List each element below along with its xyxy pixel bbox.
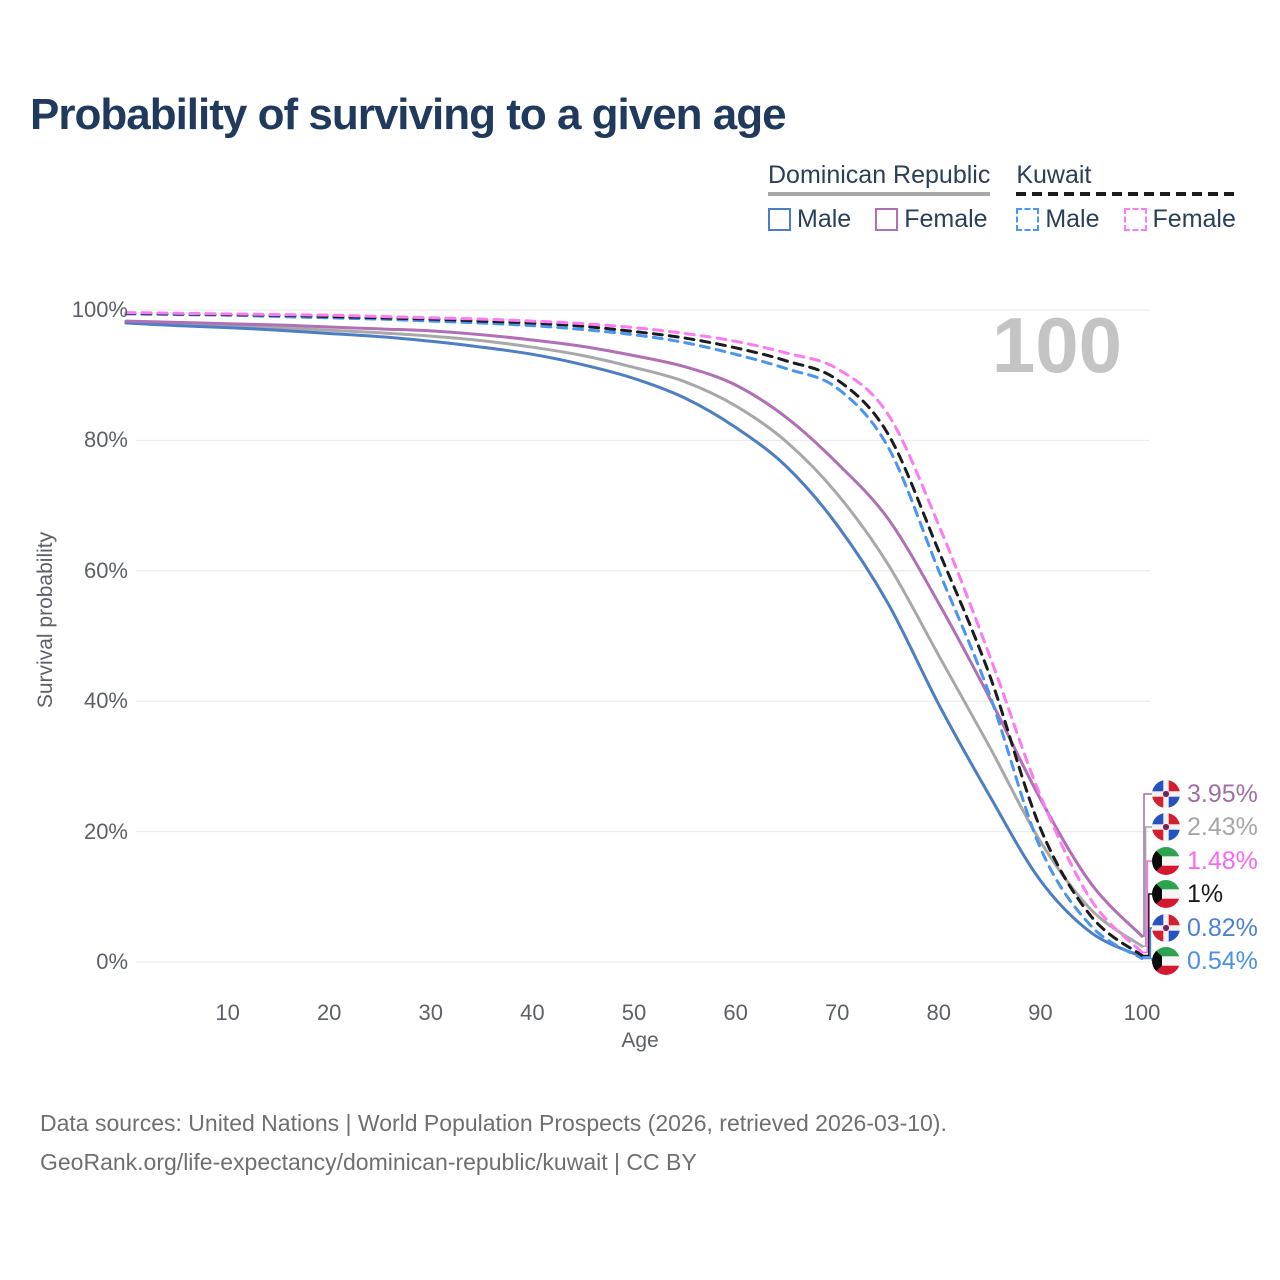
y-axis-tick-label-0: 0%: [96, 949, 128, 974]
legend-solid-line-swatch: [768, 192, 991, 196]
end-label-value: 0.82%: [1187, 913, 1258, 942]
x-axis-tick-label-60: 60: [723, 1000, 748, 1025]
legend-swatch-male: [1016, 208, 1040, 231]
end-label-value: 0.54%: [1187, 946, 1258, 975]
legend-item-dominican-republic-male[interactable]: Male: [768, 205, 851, 234]
x-axis-tick-label-90: 90: [1028, 1000, 1053, 1025]
watermark-age-100: 100: [992, 301, 1122, 389]
kuwait-flag-icon: [1152, 847, 1180, 875]
x-axis-tick-label-20: 20: [316, 1000, 342, 1025]
dominican-republic-flag-icon: [1152, 780, 1180, 808]
kuwait-flag-icon: [1152, 880, 1180, 908]
end-label-value: 1.48%: [1187, 846, 1258, 875]
x-axis-tick-label-100: 100: [1123, 1000, 1161, 1025]
end-label-value: 2.43%: [1187, 812, 1258, 841]
y-axis-title: Survival probability: [34, 531, 57, 709]
leader-line-kuwait-male: [1142, 957, 1153, 961]
series-line-dominican-republic-both-sexes: [124, 320, 1144, 948]
x-axis-tick-label-10: 10: [215, 1000, 240, 1025]
legend-swatch-female: [1123, 208, 1147, 231]
legend-group-dominican-republic: Dominican Republic Male Female: [768, 160, 991, 234]
end-label-value: 1%: [1187, 879, 1224, 908]
legend-item-label: Male: [1045, 205, 1100, 233]
y-axis-tick-label-60: 60%: [83, 557, 128, 583]
leader-line-dominican-republic-female: [1142, 793, 1152, 937]
x-axis-tick-label-40: 40: [520, 1000, 545, 1025]
series-line-kuwait-both-sexes: [124, 311, 1144, 957]
y-axis-tick-label-40: 40%: [83, 688, 128, 714]
series-line-dominican-republic-female: [124, 319, 1144, 938]
legend-group-title-dominican-republic[interactable]: Dominican Republic: [768, 160, 991, 196]
end-label-value: 3.95%: [1187, 779, 1258, 808]
legend-swatch-male: [768, 208, 791, 231]
kuwait-flag-icon: [1152, 947, 1180, 975]
series-line-dominican-republic-male: [124, 321, 1144, 959]
legend-item-dominican-republic-female[interactable]: Female: [875, 205, 988, 234]
x-axis-tick-label-30: 30: [418, 1000, 444, 1025]
end-label-dominican-republic-female: 3.95%: [1152, 777, 1258, 811]
y-axis-tick-label-20: 20%: [83, 818, 128, 844]
leader-line-dominican-republic-both-sexes: [1142, 826, 1152, 947]
legend-item-label: Female: [904, 205, 988, 233]
legend-group-kuwait: Kuwait Male Female: [1016, 160, 1236, 234]
legend-group-title-kuwait[interactable]: Kuwait: [1016, 160, 1236, 196]
x-axis-tick-label-80: 80: [926, 1000, 952, 1025]
series-line-kuwait-female: [124, 311, 1144, 954]
leader-line-kuwait-female: [1142, 860, 1152, 954]
x-axis-tick-label-70: 70: [824, 1000, 850, 1025]
page-title: Probability of surviving to a given age: [30, 90, 787, 139]
end-label-kuwait-both-sexes: 1%: [1152, 877, 1223, 911]
end-label-kuwait-male: 0.54%: [1152, 944, 1258, 978]
chart-legend: Dominican Republic Male Female Kuwait Male Fe…: [768, 160, 1236, 234]
x-axis-title: Age: [621, 1029, 659, 1052]
legend-item-label: Female: [1152, 205, 1236, 233]
dominican-republic-flag-icon: [1152, 813, 1180, 841]
leader-line-kuwait-both-sexes: [1142, 893, 1152, 957]
legend-swatch-female: [875, 208, 899, 231]
end-label-dominican-republic-male: 0.82%: [1152, 911, 1258, 945]
end-label-kuwait-female: 1.48%: [1152, 844, 1258, 878]
attribution-link-text: GeoRank.org/life-expectancy/dominican-re…: [40, 1149, 697, 1175]
legend-item-kuwait-female[interactable]: Female: [1123, 205, 1236, 234]
legend-item-label: Male: [797, 205, 852, 233]
legend-group-label: Kuwait: [1016, 161, 1092, 189]
legend-dashed-line-swatch: [1016, 192, 1236, 196]
data-sources-text: Data sources: United Nations | World Pop…: [40, 1110, 947, 1136]
y-axis-tick-label-80: 80%: [83, 427, 128, 453]
legend-group-label: Dominican Republic: [768, 161, 991, 189]
x-axis-tick-label-50: 50: [621, 1000, 647, 1025]
leader-line-dominican-republic-male: [1142, 927, 1152, 958]
dominican-republic-flag-icon: [1152, 914, 1180, 942]
end-label-dominican-republic-both-sexes: 2.43%: [1152, 810, 1258, 844]
series-line-kuwait-male: [124, 312, 1144, 960]
y-axis-tick-label-100: 100%: [71, 297, 128, 322]
legend-item-kuwait-male[interactable]: Male: [1016, 205, 1100, 234]
